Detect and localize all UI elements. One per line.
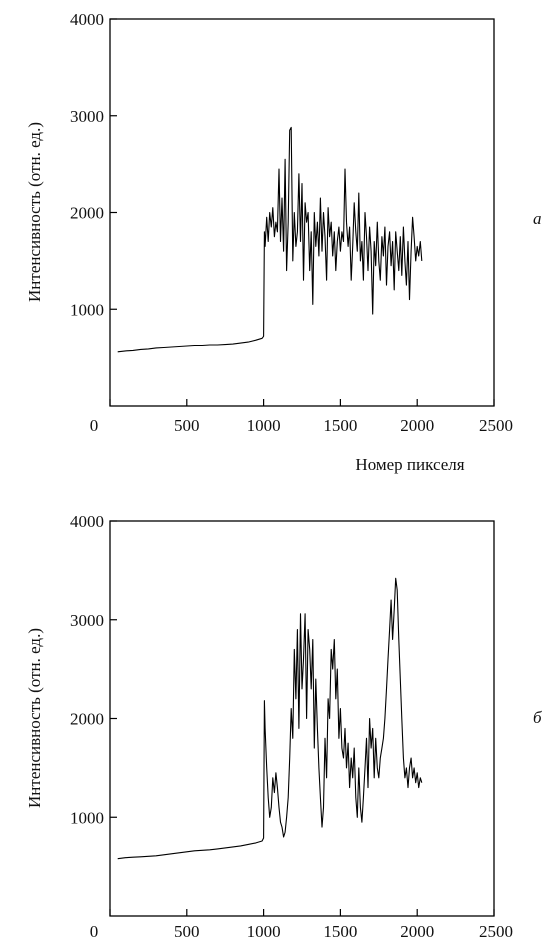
y-tick-label-a: 3000: [70, 107, 104, 126]
chart-panel-a: 1000 2000 3000 4000 0 500 1000 1500 2000 2500 Ин…: [25, 10, 542, 474]
x-tick-label-a: 0: [90, 416, 99, 435]
x-tick-label-a: 500: [174, 416, 200, 435]
y-tick-label-a: 4000: [70, 10, 104, 29]
x-tick-label-b: 1000: [247, 922, 281, 941]
y-tick-label-b: 2000: [70, 710, 104, 729]
x-tick-label-a: 2000: [400, 416, 434, 435]
intensity-line-b: [117, 577, 423, 860]
panel-label-b: б: [533, 708, 542, 727]
x-axis-title-a: Номер пикселя: [355, 455, 464, 474]
y-tick-label-a: 1000: [70, 300, 104, 319]
x-tick-label-b: 2500: [479, 922, 513, 941]
y-tick-label-b: 1000: [70, 808, 104, 827]
y-axis-title-a: Интенсивность (отн. ед.): [25, 122, 44, 302]
x-tick-label-a: 2500: [479, 416, 513, 435]
x-tick-label-a: 1500: [323, 416, 357, 435]
y-tick-label-a: 2000: [70, 204, 104, 223]
plot-frame-b: [109, 520, 495, 917]
y-tick-label-b: 3000: [70, 611, 104, 630]
chart-panel-b: 1000 2000 3000 4000 0 500 1000 1500 2000 2500 Ин…: [25, 512, 542, 941]
y-axis-title-b: Интенсивность (отн. ед.): [25, 628, 44, 808]
x-tick-label-b: 0: [90, 922, 99, 941]
x-tick-label-a: 1000: [247, 416, 281, 435]
x-tick-label-b: 500: [174, 922, 200, 941]
y-tick-label-b: 4000: [70, 512, 104, 531]
panel-label-a: а: [533, 209, 542, 228]
x-tick-label-b: 1500: [323, 922, 357, 941]
x-tick-label-b: 2000: [400, 922, 434, 941]
intensity-line-a: [117, 126, 423, 353]
